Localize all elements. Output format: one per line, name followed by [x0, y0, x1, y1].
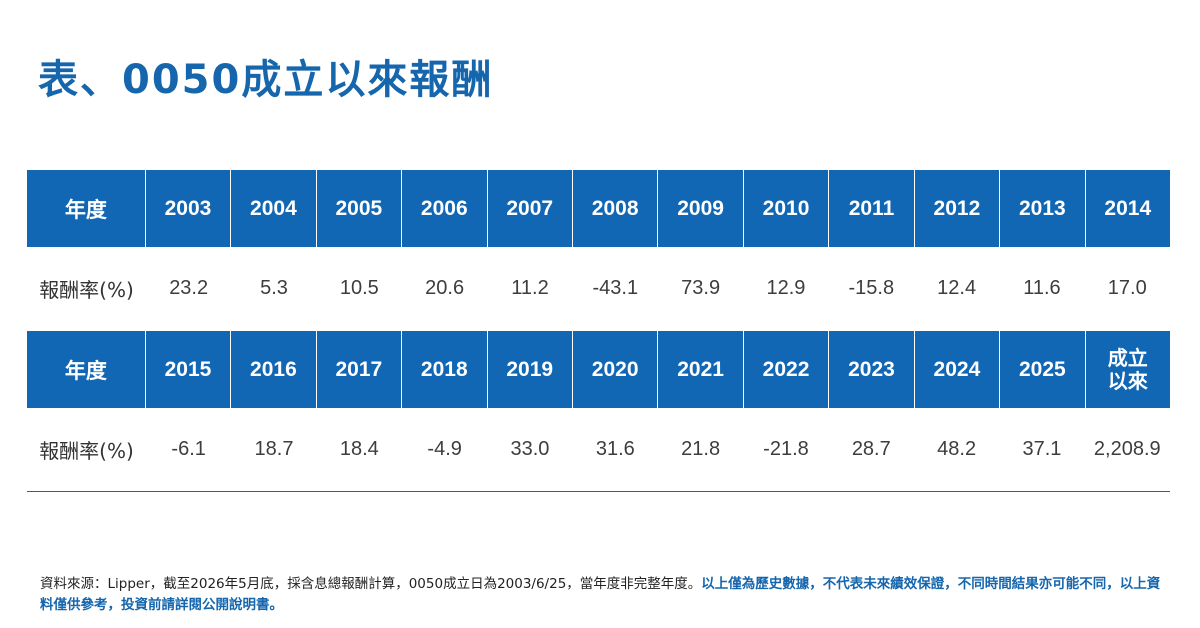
- return-row: 報酬率(%) 23.2 5.3 10.5 20.6 11.2 -43.1 73.…: [27, 247, 1170, 330]
- return-cell: 37.1: [1022, 438, 1062, 460]
- return-cell: 12.9: [766, 277, 806, 299]
- return-cell: 10.5: [339, 277, 379, 299]
- since-inception-cell: 成立 以來: [1084, 331, 1170, 408]
- return-cell: 5.3: [260, 277, 288, 299]
- year-cell: 2018: [401, 331, 486, 408]
- return-row-label: 報酬率(%): [39, 278, 134, 302]
- year-cell: 2012: [913, 170, 999, 247]
- return-cell: 17.0: [1107, 277, 1147, 299]
- return-cell: -4.9: [427, 438, 462, 460]
- year-cell: 2016: [230, 331, 315, 408]
- return-row-label: 報酬率(%): [39, 439, 134, 463]
- return-cell: -21.8: [763, 438, 809, 460]
- year-cell: 2015: [144, 331, 230, 408]
- year-cell: 2013: [999, 170, 1084, 247]
- return-cell: 20.6: [425, 277, 465, 299]
- year-cell: 2010: [742, 170, 828, 247]
- return-cell: 12.4: [937, 277, 977, 299]
- year-cell: 2022: [742, 331, 828, 408]
- return-cell: 11.2: [511, 277, 549, 299]
- year-cell: 2021: [657, 331, 742, 408]
- year-cell: 2020: [571, 331, 657, 408]
- year-cell: 2009: [657, 170, 742, 247]
- year-cell: 2017: [315, 331, 401, 408]
- year-cell: 2014: [1084, 170, 1170, 247]
- return-cell: -15.8: [848, 277, 895, 299]
- returns-table-2003-2014: 年度 2003 2004 2005 2006 2007 2008 2009 20…: [27, 170, 1170, 330]
- page-title: 表、0050成立以來報酬: [38, 57, 494, 103]
- return-cell: 28.7: [851, 438, 891, 460]
- footnote: 資料來源：Lipper，截至2026年5月底，採含息總報酬計算，0050成立日為…: [40, 574, 1170, 616]
- year-cell: 2005: [315, 170, 401, 247]
- year-cell: 2023: [828, 331, 913, 408]
- return-cell: 18.4: [339, 438, 379, 460]
- return-cell: 23.2: [169, 277, 209, 299]
- year-header-label: 年度: [64, 358, 107, 383]
- year-cell: 2006: [401, 170, 486, 247]
- year-cell: 2003: [144, 170, 230, 247]
- header-row: 年度 2003 2004 2005 2006 2007 2008 2009 20…: [27, 170, 1170, 247]
- year-cell: 2019: [486, 331, 572, 408]
- return-cell: -43.1: [592, 277, 639, 299]
- source-note: 資料來源：Lipper，截至2026年5月底，採含息總報酬計算，0050成立日為…: [40, 576, 702, 592]
- return-cell: 33.0: [510, 438, 550, 460]
- return-cell: 21.8: [681, 438, 721, 460]
- year-cell: 2024: [913, 331, 999, 408]
- disclaimer-note: 以上僅為歷史數據，不代表未來績效保證，不同時間結果亦可能不同，以上資料僅供參考，…: [40, 576, 1161, 613]
- return-row: 報酬率(%) -6.1 18.7 18.4 -4.9 33.0 31.6 21.…: [27, 408, 1170, 491]
- return-cell: 2,208.9: [1093, 438, 1161, 460]
- year-cell: 2004: [230, 170, 315, 247]
- year-cell: 2008: [571, 170, 657, 247]
- year-cell: 2011: [828, 170, 913, 247]
- return-cell: 18.7: [254, 438, 294, 460]
- returns-table-2015-since-inception: 年度 2015 2016 2017 2018 2019 2020 2021 20…: [27, 331, 1170, 491]
- return-cell: 48.2: [937, 438, 977, 460]
- year-header-label: 年度: [64, 197, 107, 222]
- return-cell: 11.6: [1023, 277, 1061, 299]
- return-cell: 31.6: [595, 438, 635, 460]
- return-cell: 73.9: [681, 277, 721, 299]
- table-bottom-divider: [27, 491, 1170, 492]
- year-cell: 2007: [486, 170, 572, 247]
- year-cell: 2025: [999, 331, 1084, 408]
- header-row: 年度 2015 2016 2017 2018 2019 2020 2021 20…: [27, 331, 1170, 408]
- return-cell: -6.1: [171, 438, 206, 460]
